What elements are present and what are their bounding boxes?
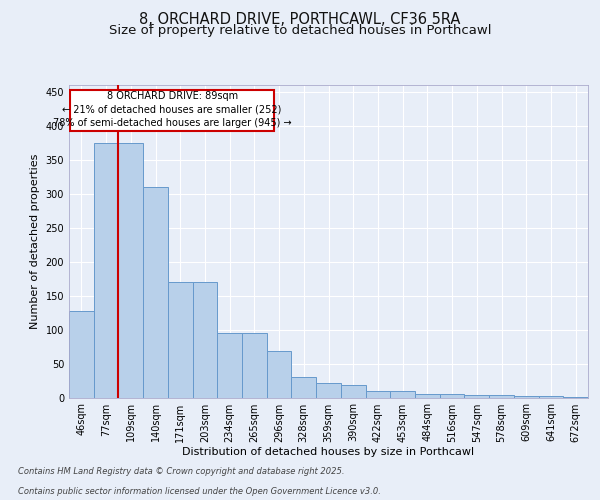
Bar — [168, 282, 193, 398]
Text: 78% of semi-detached houses are larger (945) →: 78% of semi-detached houses are larger (… — [53, 118, 292, 128]
Bar — [316, 382, 341, 398]
Text: Size of property relative to detached houses in Porthcawl: Size of property relative to detached ho… — [109, 24, 491, 37]
Text: ← 21% of detached houses are smaller (252): ← 21% of detached houses are smaller (25… — [62, 104, 282, 115]
Bar — [415, 394, 440, 398]
Bar — [118, 142, 143, 398]
Bar — [464, 396, 489, 398]
Bar — [242, 333, 267, 398]
Text: 8 ORCHARD DRIVE: 89sqm: 8 ORCHARD DRIVE: 89sqm — [107, 91, 238, 101]
FancyBboxPatch shape — [70, 90, 274, 131]
Bar — [69, 311, 94, 398]
Bar — [539, 396, 563, 398]
Bar — [365, 390, 390, 398]
Bar — [267, 352, 292, 398]
Text: Contains public sector information licensed under the Open Government Licence v3: Contains public sector information licen… — [18, 487, 381, 496]
Bar — [563, 397, 588, 398]
Bar — [143, 187, 168, 398]
Bar — [341, 386, 365, 398]
Text: Contains HM Land Registry data © Crown copyright and database right 2025.: Contains HM Land Registry data © Crown c… — [18, 467, 344, 476]
X-axis label: Distribution of detached houses by size in Porthcawl: Distribution of detached houses by size … — [182, 448, 475, 458]
Bar — [94, 142, 118, 398]
Y-axis label: Number of detached properties: Number of detached properties — [30, 154, 40, 329]
Bar — [489, 396, 514, 398]
Bar — [440, 394, 464, 398]
Bar — [514, 396, 539, 398]
Text: 8, ORCHARD DRIVE, PORTHCAWL, CF36 5RA: 8, ORCHARD DRIVE, PORTHCAWL, CF36 5RA — [139, 12, 461, 28]
Bar — [217, 333, 242, 398]
Bar — [292, 377, 316, 398]
Bar — [193, 282, 217, 398]
Bar — [390, 390, 415, 398]
